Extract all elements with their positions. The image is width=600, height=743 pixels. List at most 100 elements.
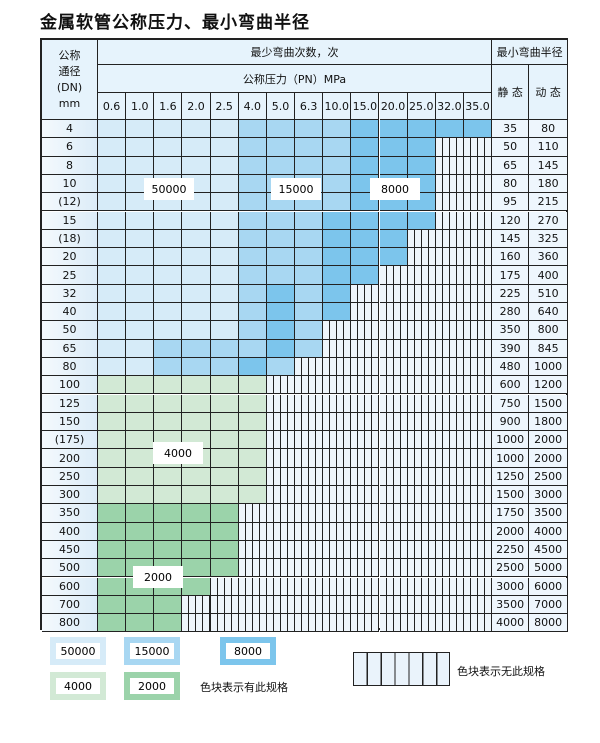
no-spec-cell: [266, 376, 296, 395]
no-spec-cell: [323, 595, 352, 615]
dynamic-radius: 4500: [529, 540, 569, 560]
spec-cell-2000: [126, 522, 155, 541]
pressure-header: 公称压力（PN）MPa: [98, 65, 493, 93]
spec-cell-50000: [182, 266, 211, 285]
no-spec-cell: [463, 284, 493, 303]
spec-cell-15000: [154, 357, 183, 377]
spec-cell-15000: [154, 339, 183, 358]
pressure-col-header: 0.6: [98, 93, 127, 120]
spec-cell-4000: [210, 467, 239, 486]
legend-no-spec-text: 色块表示无此规格: [457, 665, 545, 678]
no-spec-cell: [266, 614, 296, 633]
dn-value: 50: [42, 321, 98, 340]
no-spec-cell: [351, 394, 380, 413]
spec-cell-8000: [407, 211, 436, 230]
dn-value: 450: [42, 540, 98, 560]
dynamic-radius: 1500: [529, 394, 569, 413]
dynamic-radius: 1200: [529, 376, 569, 395]
spec-cell-15000: [266, 266, 296, 285]
no-spec-cell: [379, 431, 408, 450]
spec-cell-2000: [126, 614, 155, 633]
spec-cell-50000: [182, 303, 211, 322]
spec-cell-15000: [238, 321, 267, 340]
spec-cell-4000: [182, 376, 211, 395]
zone-label-2000: 2000: [133, 566, 183, 588]
pressure-col-header: 35.0: [463, 93, 493, 120]
dn-value: 4: [42, 120, 98, 139]
no-spec-cell: [463, 614, 493, 633]
no-spec-cell: [266, 504, 296, 523]
no-spec-cell: [266, 467, 296, 486]
spec-cell-8000: [323, 211, 352, 230]
no-spec-cell: [238, 504, 267, 523]
legend-no-spec-swatch: [353, 652, 450, 686]
spec-cell-50000: [98, 211, 127, 230]
dn-value: 700: [42, 595, 98, 615]
no-spec-cell: [295, 486, 324, 505]
spec-cell-15000: [238, 266, 267, 285]
spec-cell-50000: [210, 248, 239, 267]
spec-cell-50000: [182, 138, 211, 157]
no-spec-cell: [323, 339, 352, 358]
no-spec-cell: [463, 193, 493, 212]
spec-cell-2000: [154, 504, 183, 523]
spec-cell-4000: [238, 394, 267, 413]
spec-cell-15000: [238, 339, 267, 358]
spec-cell-50000: [154, 321, 183, 340]
spec-cell-50000: [126, 266, 155, 285]
no-spec-cell: [407, 303, 436, 322]
no-spec-cell: [435, 486, 464, 505]
no-spec-cell: [407, 412, 436, 432]
no-spec-cell: [351, 357, 380, 377]
spec-cell-15000: [295, 284, 324, 303]
no-spec-cell: [407, 394, 436, 413]
no-spec-cell: [238, 614, 267, 633]
spec-cell-50000: [154, 156, 183, 175]
static-radius: 1750: [492, 504, 530, 523]
spec-cell-8000: [351, 138, 380, 157]
spec-cell-50000: [210, 174, 239, 194]
dn-value: 600: [42, 577, 98, 596]
no-spec-cell: [351, 303, 380, 322]
spec-table: 公称 通径 (DN) mm 最少弯曲次数，次 公称压力（PN）MPa 最小弯曲半径静 态动 …: [40, 38, 569, 633]
static-radius: 35: [492, 120, 530, 139]
no-spec-cell: [407, 431, 436, 450]
no-spec-cell: [407, 522, 436, 541]
spec-cell-50000: [126, 248, 155, 267]
spec-cell-4000: [98, 486, 127, 505]
no-spec-cell: [266, 449, 296, 468]
cycles-header: 最少弯曲次数，次: [98, 40, 493, 65]
pressure-col-header: 1.0: [126, 93, 155, 120]
dn-value: 32: [42, 284, 98, 303]
dynamic-radius: 2000: [529, 449, 569, 468]
spec-cell-4000: [210, 376, 239, 395]
static-radius: 3000: [492, 577, 530, 596]
spec-cell-2000: [126, 504, 155, 523]
no-spec-cell: [463, 412, 493, 432]
spec-cell-4000: [182, 394, 211, 413]
no-spec-cell: [379, 266, 408, 285]
spec-cell-4000: [210, 412, 239, 432]
dn-value: 8: [42, 156, 98, 175]
spec-cell-15000: [238, 248, 267, 267]
spec-cell-2000: [98, 595, 127, 615]
spec-cell-8000: [379, 211, 408, 230]
no-spec-cell: [463, 321, 493, 340]
spec-cell-8000: [323, 229, 352, 249]
spec-cell-50000: [210, 193, 239, 212]
no-spec-cell: [266, 431, 296, 450]
legend-50000: 50000: [50, 637, 106, 665]
no-spec-cell: [295, 412, 324, 432]
spec-cell-8000: [351, 229, 380, 249]
spec-cell-15000: [295, 248, 324, 267]
no-spec-cell: [266, 412, 296, 432]
spec-cell-50000: [210, 303, 239, 322]
spec-cell-50000: [98, 156, 127, 175]
spec-cell-50000: [210, 284, 239, 303]
zone-label-50000: 50000: [144, 178, 194, 200]
no-spec-cell: [435, 467, 464, 486]
no-spec-cell: [266, 522, 296, 541]
spec-cell-8000: [266, 339, 296, 358]
dynamic-radius: 2000: [529, 431, 569, 450]
spec-cell-4000: [238, 431, 267, 450]
